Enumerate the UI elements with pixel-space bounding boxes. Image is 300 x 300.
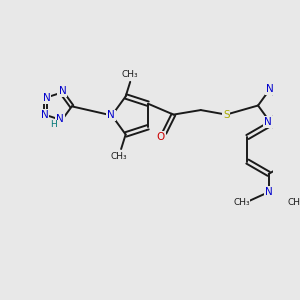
Text: CH₃: CH₃	[288, 197, 300, 206]
Text: N: N	[41, 110, 49, 120]
Text: N: N	[266, 84, 274, 94]
Text: CH₃: CH₃	[111, 152, 128, 161]
Text: O: O	[157, 132, 165, 142]
Text: CH₃: CH₃	[233, 197, 250, 206]
Text: N: N	[264, 117, 272, 127]
Text: CH₃: CH₃	[122, 70, 139, 79]
Text: N: N	[58, 87, 66, 97]
Text: S: S	[223, 110, 230, 120]
Text: N: N	[107, 110, 115, 120]
Text: N: N	[56, 114, 64, 124]
Text: N: N	[265, 187, 273, 197]
Text: N: N	[59, 86, 67, 96]
Text: N: N	[43, 93, 50, 103]
Text: H: H	[50, 120, 57, 129]
